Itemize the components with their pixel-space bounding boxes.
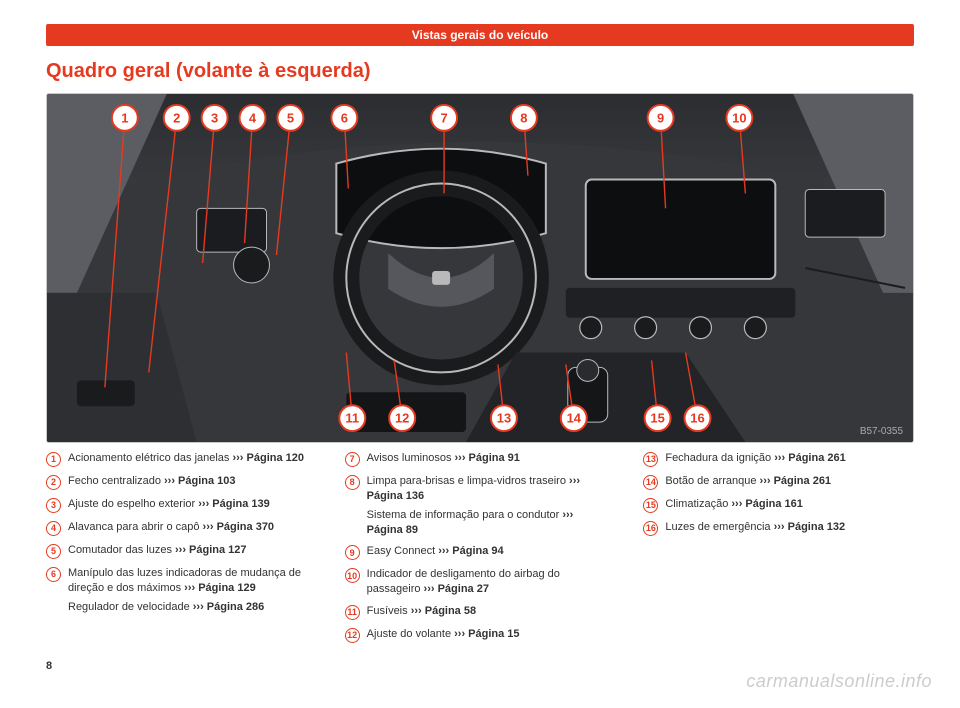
legend-item: 12 Ajuste do volante ››› Página 15 bbox=[345, 627, 616, 643]
legend-item: 3 Ajuste do espelho exterior ››› Página 1… bbox=[46, 497, 317, 513]
legend-item: 1 Acionamento elétrico das janelas ››› Pá… bbox=[46, 451, 317, 467]
legend-item: 15 Climatização ››› Página 161 bbox=[643, 497, 914, 513]
svg-text:15: 15 bbox=[650, 411, 664, 426]
legend-text: Luzes de emergência ››› Página 132 bbox=[665, 520, 914, 536]
legend-item: 6 Manípulo das luzes indicadoras de mudan… bbox=[46, 566, 317, 596]
legend-number-badge: 1 bbox=[46, 452, 61, 467]
svg-text:8: 8 bbox=[520, 110, 527, 125]
legend-number-badge: 10 bbox=[345, 568, 360, 583]
svg-text:B57-0355: B57-0355 bbox=[860, 426, 904, 437]
page-reference: ››› Página 15 bbox=[454, 628, 519, 640]
legend-item: 2 Fecho centralizado ››› Página 103 bbox=[46, 474, 317, 490]
legend-text: Comutador das luzes ››› Página 127 bbox=[68, 543, 317, 559]
legend-item: 5 Comutador das luzes ››› Página 127 bbox=[46, 543, 317, 559]
legend-text: Botão de arranque ››› Página 261 bbox=[665, 474, 914, 490]
legend-number-badge: 15 bbox=[643, 498, 658, 513]
page-reference: ››› Página 127 bbox=[175, 544, 247, 556]
page-header: Vistas gerais do veículo bbox=[46, 24, 914, 46]
legend-number-badge: 4 bbox=[46, 521, 61, 536]
page-reference: ››› Página 286 bbox=[193, 601, 265, 613]
legend-item: 4 Alavanca para abrir o capô ››› Página 3… bbox=[46, 520, 317, 536]
legend-number-badge: 16 bbox=[643, 521, 658, 536]
page-reference: ››› Página 139 bbox=[198, 498, 270, 510]
legend-item: 16 Luzes de emergência ››› Página 132 bbox=[643, 520, 914, 536]
page-reference: ››› Página 129 bbox=[184, 582, 256, 594]
legend-number-badge: 8 bbox=[345, 475, 360, 490]
legend-columns: 1 Acionamento elétrico das janelas ››› Pá… bbox=[46, 451, 914, 650]
legend-item: 13 Fechadura da ignição ››› Página 261 bbox=[643, 451, 914, 467]
page-reference: ››› Página 132 bbox=[774, 521, 846, 533]
legend-text: Fechadura da ignição ››› Página 261 bbox=[665, 451, 914, 467]
legend-text: Easy Connect ››› Página 94 bbox=[367, 544, 616, 560]
legend-text: Ajuste do volante ››› Página 15 bbox=[367, 627, 616, 643]
svg-text:14: 14 bbox=[567, 411, 582, 426]
legend-text: Ajuste do espelho exterior ››› Página 13… bbox=[68, 497, 317, 513]
page-number: 8 bbox=[46, 660, 52, 672]
legend-number-badge: 14 bbox=[643, 475, 658, 490]
legend-text: Limpa para-brisas e limpa-vidros traseir… bbox=[367, 474, 616, 504]
legend-number-badge: 2 bbox=[46, 475, 61, 490]
svg-text:16: 16 bbox=[690, 411, 704, 426]
legend-item: 8 Limpa para-brisas e limpa-vidros trasei… bbox=[345, 474, 616, 504]
svg-text:11: 11 bbox=[345, 411, 359, 426]
page-reference: ››› Página 89 bbox=[367, 509, 574, 536]
svg-text:10: 10 bbox=[732, 110, 746, 125]
page-reference: ››› Página 370 bbox=[203, 521, 275, 533]
svg-text:7: 7 bbox=[440, 110, 447, 125]
legend-text: Fusíveis ››› Página 58 bbox=[367, 604, 616, 620]
legend-text: Indicador de desligamento do airbag do p… bbox=[367, 567, 616, 597]
watermark: carmanualsonline.info bbox=[746, 671, 932, 692]
svg-text:12: 12 bbox=[395, 411, 409, 426]
page-reference: ››› Página 136 bbox=[367, 475, 580, 502]
legend-text: Fecho centralizado ››› Página 103 bbox=[68, 474, 317, 490]
legend-number-badge: 11 bbox=[345, 605, 360, 620]
svg-text:3: 3 bbox=[211, 110, 218, 125]
page-reference: ››› Página 120 bbox=[232, 452, 304, 464]
page-reference: ››› Página 161 bbox=[731, 498, 803, 510]
legend-text: Alavanca para abrir o capô ››› Página 37… bbox=[68, 520, 317, 536]
page-reference: ››› Página 261 bbox=[760, 475, 832, 487]
page-reference: ››› Página 58 bbox=[411, 605, 476, 617]
section-title: Quadro geral (volante à esquerda) bbox=[46, 60, 914, 83]
page-reference: ››› Página 261 bbox=[774, 452, 846, 464]
legend-number-badge: 13 bbox=[643, 452, 658, 467]
legend-number-badge: 7 bbox=[345, 452, 360, 467]
svg-text:2: 2 bbox=[173, 110, 180, 125]
legend-subitem: Sistema de informação para o condutor ››… bbox=[367, 508, 616, 538]
legend-text: Avisos luminosos ››› Página 91 bbox=[367, 451, 616, 467]
legend-item: 9 Easy Connect ››› Página 94 bbox=[345, 544, 616, 560]
legend-text: Climatização ››› Página 161 bbox=[665, 497, 914, 513]
page-reference: ››› Página 94 bbox=[438, 545, 503, 557]
legend-number-badge: 12 bbox=[345, 628, 360, 643]
legend-item: 11 Fusíveis ››› Página 58 bbox=[345, 604, 616, 620]
svg-text:6: 6 bbox=[341, 110, 348, 125]
legend-number-badge: 6 bbox=[46, 567, 61, 582]
legend-number-badge: 3 bbox=[46, 498, 61, 513]
legend-item: 14 Botão de arranque ››› Página 261 bbox=[643, 474, 914, 490]
page-reference: ››› Página 103 bbox=[164, 475, 236, 487]
page-reference: ››› Página 91 bbox=[455, 452, 520, 464]
svg-text:4: 4 bbox=[249, 110, 257, 125]
legend-number-badge: 9 bbox=[345, 545, 360, 560]
legend-column: 1 Acionamento elétrico das janelas ››› Pá… bbox=[46, 451, 317, 650]
svg-text:5: 5 bbox=[287, 110, 294, 125]
svg-text:13: 13 bbox=[497, 411, 511, 426]
legend-item: 10 Indicador de desligamento do airbag do… bbox=[345, 567, 616, 597]
page-reference: ››› Página 27 bbox=[424, 583, 489, 595]
legend-column: 13 Fechadura da ignição ››› Página 261 14 B… bbox=[643, 451, 914, 650]
legend-text: Acionamento elétrico das janelas ››› Pág… bbox=[68, 451, 317, 467]
svg-text:1: 1 bbox=[121, 110, 128, 125]
legend-item: 7 Avisos luminosos ››› Página 91 bbox=[345, 451, 616, 467]
dashboard-diagram: B57-035512345678910111213141516 bbox=[46, 93, 914, 443]
legend-column: 7 Avisos luminosos ››› Página 91 8 Limpa pa… bbox=[345, 451, 616, 650]
legend-number-badge: 5 bbox=[46, 544, 61, 559]
legend-subitem: Regulador de velocidade ››› Página 286 bbox=[68, 600, 317, 615]
legend-text: Manípulo das luzes indicadoras de mudanç… bbox=[68, 566, 317, 596]
svg-text:9: 9 bbox=[657, 110, 664, 125]
